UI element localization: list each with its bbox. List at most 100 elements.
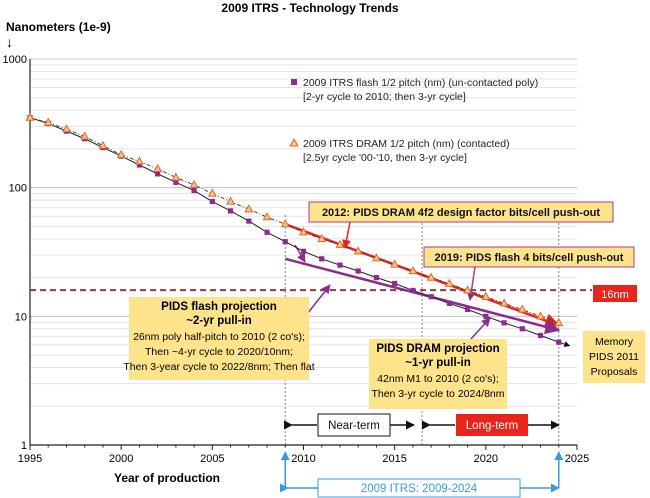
itrs-span-label: 2009 ITRS: 2009-2024	[361, 483, 478, 495]
flash-point	[136, 162, 142, 168]
flash-point	[446, 300, 452, 307]
x-tick-label: 2020	[474, 453, 498, 465]
flash-point	[519, 326, 525, 332]
x-tick-label: 2010	[291, 453, 315, 465]
dram-point	[153, 163, 163, 172]
x-tick-label: 2015	[382, 453, 406, 465]
dram-point	[499, 298, 509, 307]
y-tick-label: 1	[21, 440, 27, 452]
itrs-span-indicator: 2009 ITRS: 2009-2024	[279, 478, 560, 498]
flash-point	[373, 275, 380, 281]
flash-point	[410, 287, 416, 294]
flash-projection-subtitle: ~2-yr pull-in	[186, 315, 252, 327]
flash-pushout-text: 2019: PIDS flash 4 bits/cell push-out	[435, 252, 624, 264]
memory-proposals-line-2: PIDS 2011	[589, 351, 639, 363]
dram-point	[43, 117, 53, 126]
y-tick-label: 1000	[3, 54, 27, 66]
projection-pids-dram-pushout	[284, 223, 561, 328]
flash-projection-line-1: 26nm poly half-pitch to 2010 (2 co's);	[133, 331, 305, 343]
x-tick-label: 2000	[109, 453, 133, 465]
series-markers	[25, 112, 564, 345]
dram-point	[134, 156, 144, 165]
dram-pushout-pointer	[342, 221, 351, 249]
flash-projection-title: PIDS flash projection	[161, 301, 277, 313]
x-tick-label: 1995	[18, 453, 42, 465]
flash-point	[483, 313, 489, 319]
flash-point	[337, 262, 343, 268]
label-16nm-box	[593, 285, 637, 302]
long-term-label: Long-term	[466, 420, 518, 432]
near-term-label: Near-term	[328, 420, 380, 432]
flash-point	[300, 248, 307, 254]
dram-pushout-text: 2012: PIDS DRAM 4f2 design factor bits/c…	[322, 207, 600, 219]
dram-point	[353, 246, 363, 255]
dram-point	[554, 317, 564, 326]
dram-point	[299, 227, 308, 236]
legend-dram-marker	[289, 137, 299, 147]
y-tick-label: 10	[15, 311, 27, 323]
dram-point	[481, 291, 491, 300]
legend: 2009 ITRS flash 1/2 pitch (nm) (un-conta…	[289, 77, 538, 164]
dram-projection-line-1: 42nm M1 to 2010 (2 co's);	[377, 373, 499, 385]
memory-proposals-line-3: Proposals	[591, 366, 638, 378]
legend-flash-marker	[291, 79, 297, 85]
dram-projection-box	[369, 339, 507, 409]
flash-projection-line-2: Then ~4-yr cycle to 2020/10nm;	[145, 346, 293, 358]
dram-point	[444, 278, 454, 287]
chart-title: 2009 ITRS - Technology Trends	[221, 1, 398, 15]
flash-point	[173, 179, 179, 185]
flash-point	[428, 294, 434, 300]
dram-point	[207, 188, 217, 197]
dram-point	[536, 311, 545, 320]
flash-point	[282, 239, 288, 245]
dram-point	[116, 149, 126, 158]
flash-point	[191, 187, 197, 194]
label-16nm: 16nm	[601, 289, 629, 301]
dram-point	[244, 204, 254, 213]
dram-pushout-box	[308, 201, 614, 223]
x-tick-label: 2005	[200, 453, 224, 465]
x-tick-label: 2025	[565, 453, 589, 465]
dram-point	[408, 265, 418, 275]
flash-point	[209, 198, 215, 205]
dram-point	[517, 304, 527, 313]
flash-point	[155, 171, 161, 177]
long-term-indicator: Long-term	[421, 414, 560, 436]
dram-point	[280, 219, 290, 228]
dram-point	[25, 112, 35, 121]
dram-point	[98, 140, 108, 149]
dram-point	[335, 239, 345, 248]
flash-projection-box	[129, 297, 309, 380]
flash-point	[501, 320, 507, 326]
dram-projection-line-2: Then 3-yr cycle to 2024/8nm	[371, 388, 504, 400]
dram-box-pointer	[469, 317, 491, 341]
y-axis-arrow-icon: ↓	[6, 34, 13, 50]
dram-point	[317, 233, 327, 242]
flash-point	[556, 339, 562, 345]
flash-point	[319, 256, 325, 262]
flash-point	[355, 268, 361, 274]
tick-labels: 1995 2000 2005 2010 2015 2020 2025 1 10 100 1000	[3, 54, 590, 465]
dram-point	[426, 272, 436, 281]
series-line-0	[29, 117, 559, 343]
dram-point	[189, 179, 199, 189]
y-tick-label: 100	[9, 183, 27, 195]
near-term-indicator: Near-term	[283, 413, 415, 437]
dram-point	[62, 124, 71, 133]
legend-flash-label: 2009 ITRS flash 1/2 pitch (nm) (un-conta…	[303, 77, 538, 89]
flash-point	[264, 229, 270, 235]
flash-point	[537, 332, 544, 339]
dram-point	[262, 212, 272, 221]
flash-point	[227, 208, 234, 214]
dram-projection-subtitle: ~1-yr pull-in	[405, 357, 471, 369]
dram-point	[390, 259, 400, 268]
flash-point	[246, 218, 252, 224]
legend-dram-note: [2.5yr cycle '00-'10, then 3-yr cycle]	[303, 152, 467, 164]
axes	[29, 59, 578, 450]
legend-flash-note: [2-yr cycle to 2010; then 3-yr cycle]	[303, 91, 466, 103]
dram-point	[226, 196, 236, 205]
flash-point	[392, 280, 398, 287]
dram-point	[171, 172, 181, 181]
flash-pushout-box	[423, 246, 635, 268]
